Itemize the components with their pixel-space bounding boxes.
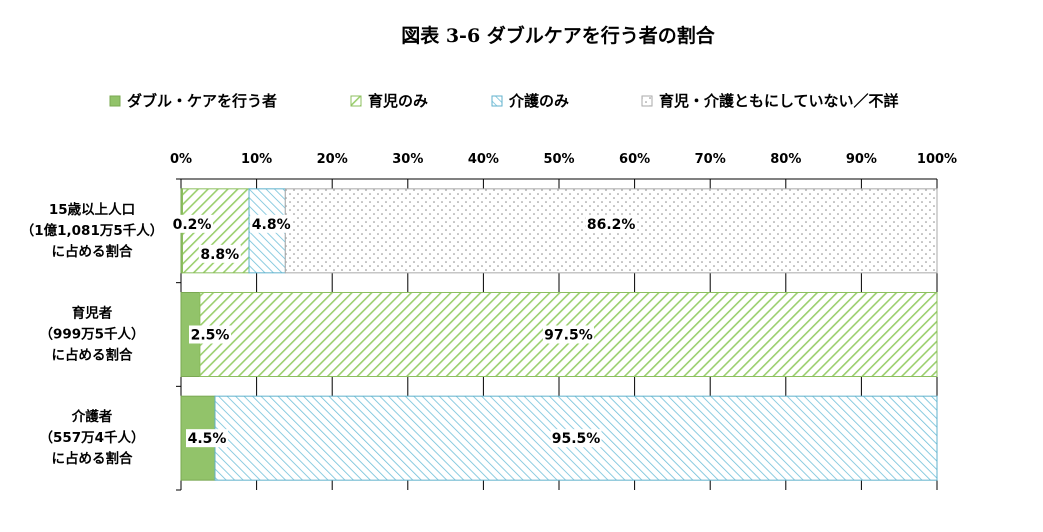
- legend-swatch-1: [109, 95, 121, 107]
- data-label-background: [585, 214, 637, 233]
- category-label: に占める割合: [52, 347, 133, 364]
- data-label: 4.5%: [188, 431, 227, 447]
- legend: ダブル・ケアを行う者 育児のみ 介護のみ 育児・介護ともにしていない／不詳: [109, 92, 899, 110]
- x-tick-label: 90%: [846, 152, 877, 167]
- data-label: 95.5%: [552, 431, 601, 447]
- data-label-background: [171, 214, 213, 233]
- category-label: 介護者: [71, 408, 113, 425]
- x-axis-tick-labels: 0% 10% 20% 30% 40% 50% 60% 70% 80% 90% 100%: [170, 152, 957, 167]
- x-tick-label: 40%: [468, 152, 499, 167]
- category-label: （557万4千人）: [39, 429, 144, 446]
- legend-label-2: 育児のみ: [368, 92, 428, 110]
- data-label-background: [542, 325, 594, 344]
- chart-title: 図表 3-6 ダブルケアを行う者の割合: [401, 24, 716, 47]
- category-label: に占める割合: [52, 450, 133, 467]
- legend-swatch-2: [350, 95, 362, 107]
- data-label: 97.5%: [544, 328, 593, 344]
- legend-label-3: 介護のみ: [508, 92, 569, 110]
- data-label: 2.5%: [191, 328, 230, 344]
- legend-swatch-4: [641, 95, 653, 107]
- legend-swatch-3: [491, 95, 503, 107]
- x-tick-label: 10%: [241, 152, 272, 167]
- data-label-background: [186, 429, 228, 448]
- data-label-background: [250, 214, 293, 233]
- data-label: 86.2%: [587, 217, 636, 233]
- x-tick-label: 100%: [917, 152, 957, 167]
- x-tick-label: 70%: [695, 152, 726, 167]
- x-tick-label: 60%: [619, 152, 650, 167]
- x-tick-label: 80%: [770, 152, 801, 167]
- x-tick-label: 30%: [392, 152, 423, 167]
- data-label-background: [550, 429, 602, 448]
- category-label: 育児者: [72, 305, 113, 322]
- category-label: に占める割合: [52, 243, 133, 260]
- legend-label-1: ダブル・ケアを行う者: [127, 92, 277, 110]
- data-label: 4.8%: [252, 217, 291, 233]
- data-labels: 0.2% 8.8% 4.8% 86.2% 2.5% 97.5% 4.5% 95.5%: [171, 214, 637, 448]
- data-label: 8.8%: [200, 247, 239, 263]
- category-label: （999万5千人）: [39, 326, 144, 343]
- data-label: 0.2%: [173, 217, 212, 233]
- category-label: 15歳以上人口: [49, 201, 135, 218]
- x-tick-label: 50%: [543, 152, 574, 167]
- legend-label-4: 育児・介護ともにしていない／不詳: [659, 92, 899, 110]
- data-label-background: [189, 325, 231, 344]
- x-tick-label: 20%: [317, 152, 348, 167]
- bar-segment-4: [284, 188, 938, 274]
- x-tick-label: 0%: [170, 152, 192, 167]
- bars: [180, 188, 938, 481]
- data-label-background: [198, 244, 241, 263]
- category-label: （1億1,081万5千人）: [21, 222, 164, 239]
